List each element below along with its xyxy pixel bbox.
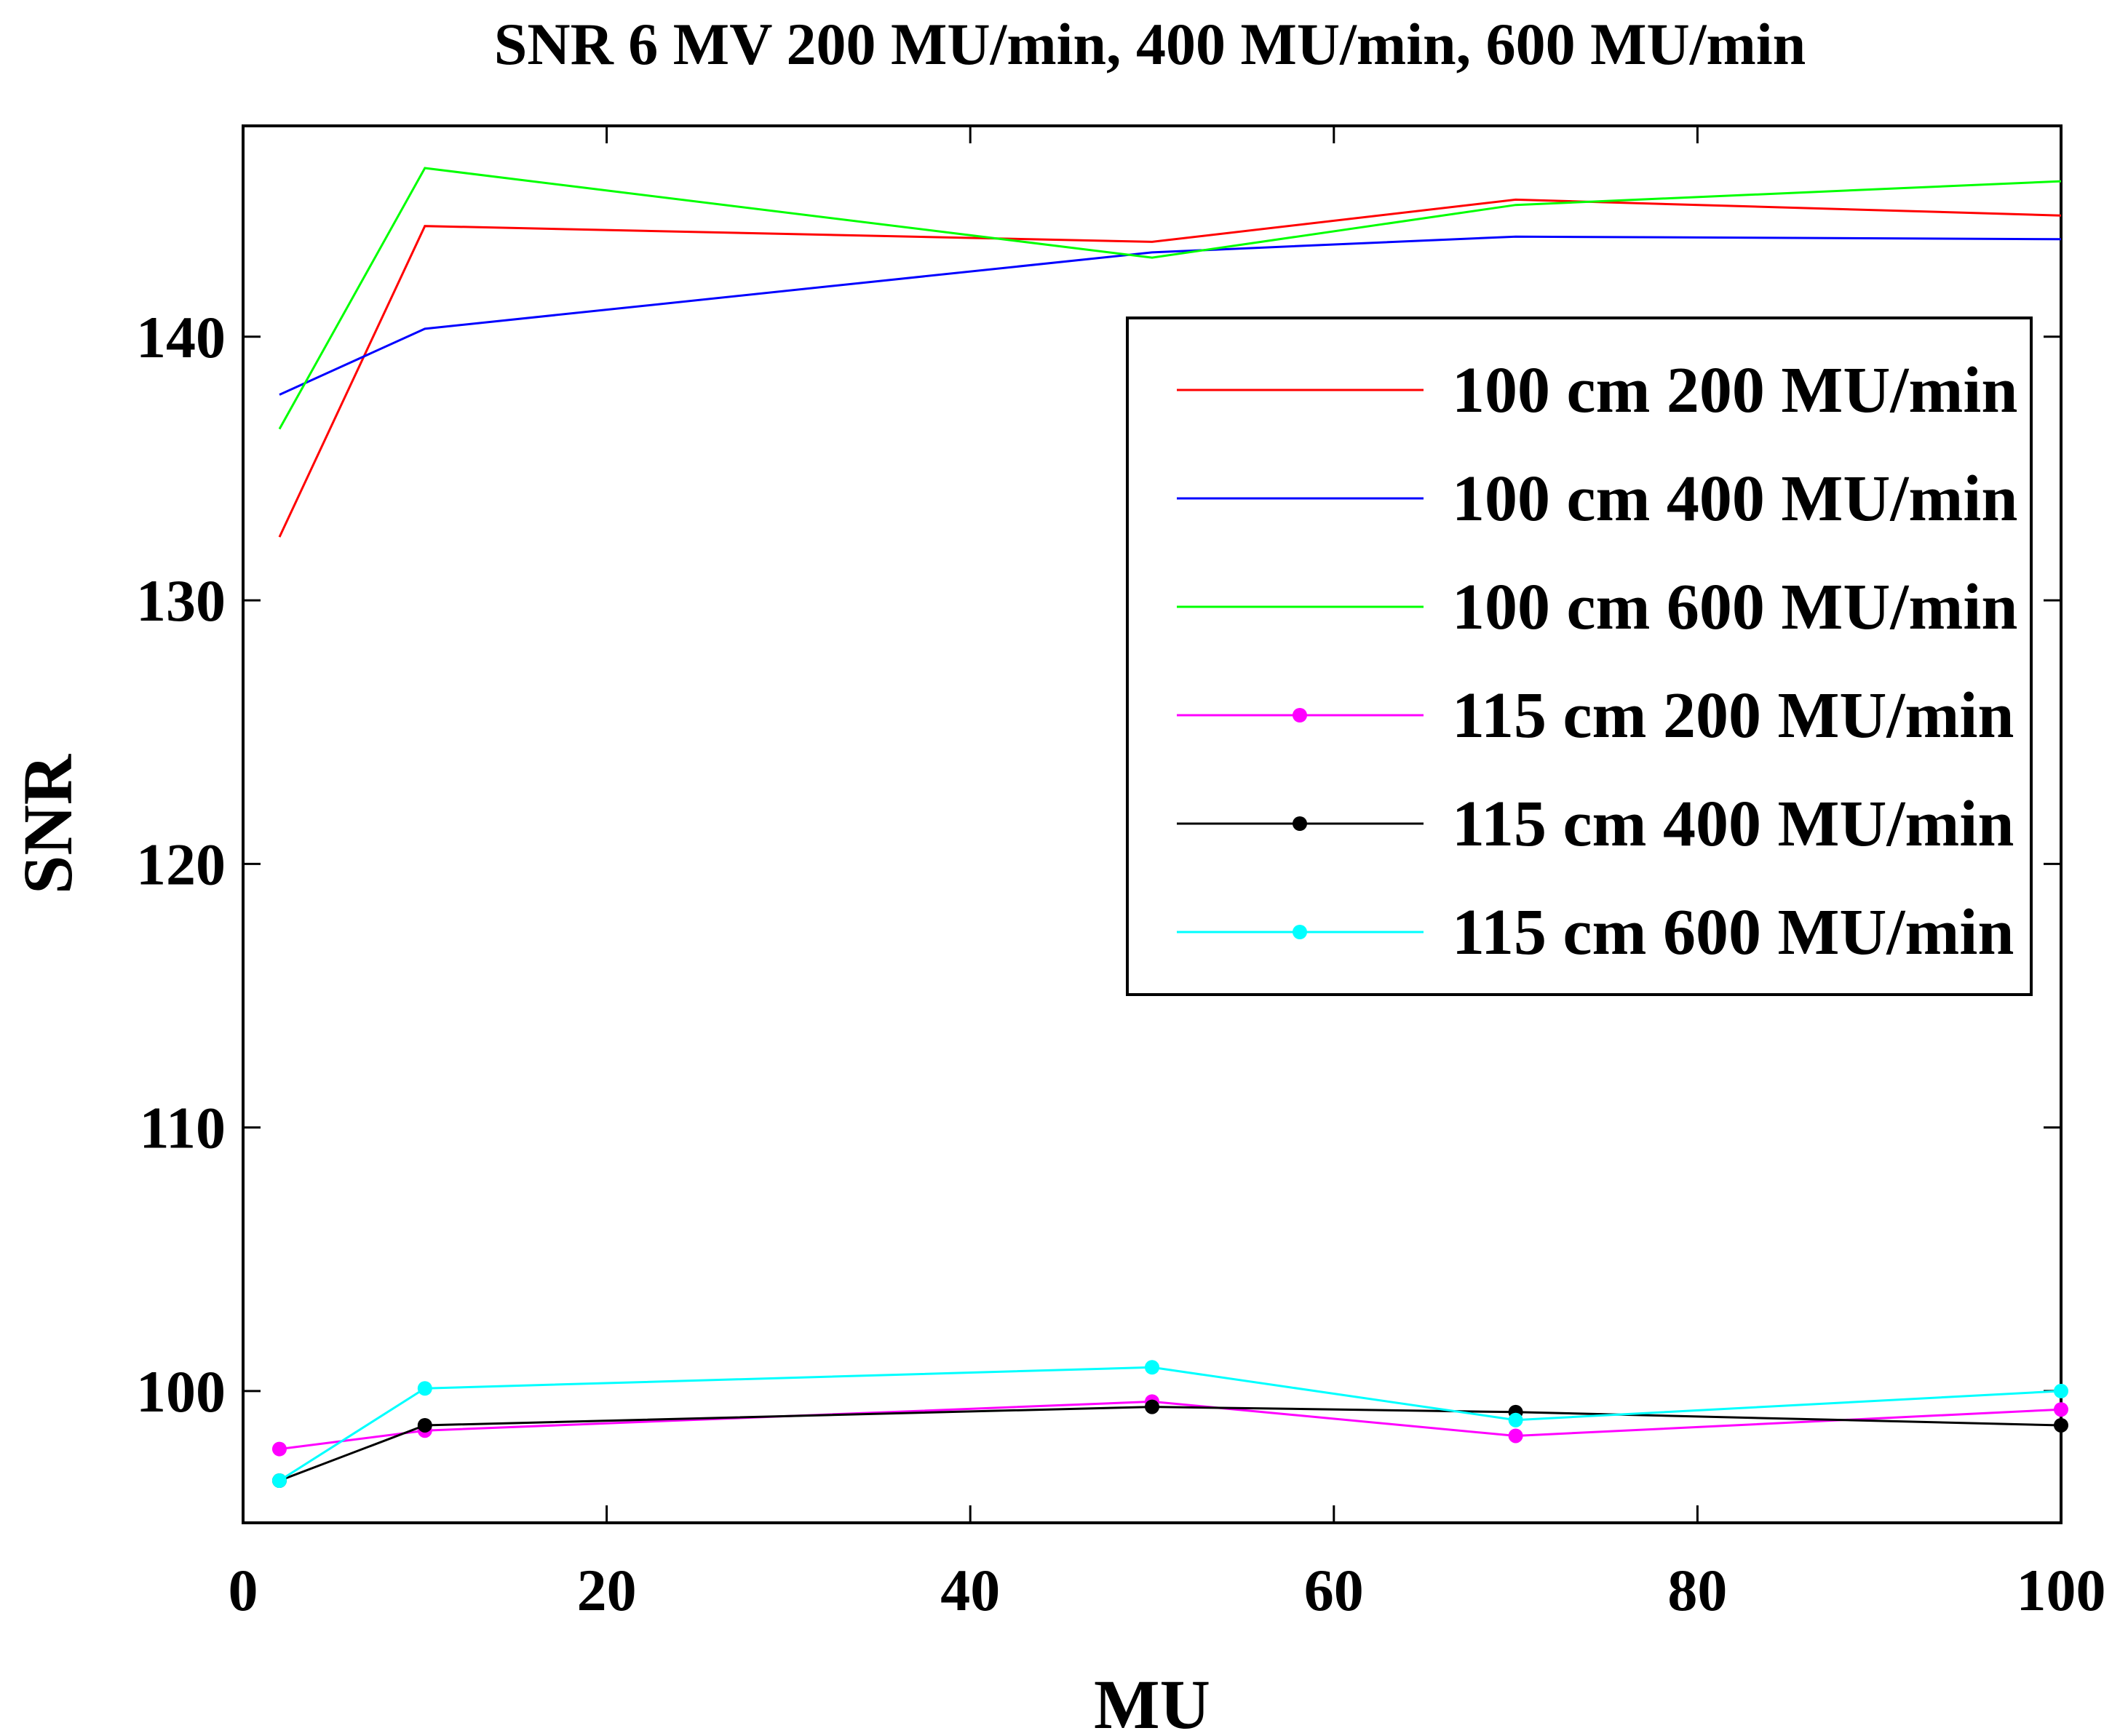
legend-label-115-cm-400-mu-min: 115 cm 400 MU/min: [1452, 788, 2014, 860]
legend-label-100-cm-600-mu-min: 100 cm 600 MU/min: [1452, 571, 2017, 643]
legend-marker-115-cm-400-mu-min: [1293, 816, 1307, 831]
data-point-115-cm-200-mu-min: [271, 1441, 287, 1457]
data-point-115-cm-600-mu-min: [1508, 1412, 1523, 1428]
y-axis-label: SNR: [9, 753, 87, 894]
chart-title: SNR 6 MV 200 MU/min, 400 MU/min, 600 MU/…: [494, 11, 1806, 77]
y-tick-label: 120: [136, 831, 226, 897]
plot-area: [242, 124, 2063, 1524]
data-point-115-cm-200-mu-min: [1508, 1428, 1523, 1444]
series-line-100-cm-600-mu-min: [278, 167, 2062, 430]
data-point-115-cm-600-mu-min: [1145, 1360, 1159, 1375]
x-tick-label: 0: [229, 1557, 258, 1623]
x-axis-label: MU: [1094, 1665, 1210, 1736]
data-point-115-cm-400-mu-min: [2054, 1417, 2068, 1433]
y-tick-label: 100: [136, 1358, 226, 1425]
legend-label-100-cm-400-mu-min: 100 cm 400 MU/min: [1452, 463, 2017, 535]
data-point-115-cm-600-mu-min: [417, 1381, 432, 1396]
data-point-115-cm-600-mu-min: [2054, 1383, 2068, 1398]
y-tick-label: 140: [136, 304, 226, 370]
axis-ticks: 0 20 40 60 80 100 100 110 120 130 140: [136, 126, 2106, 1623]
data-point-115-cm-400-mu-min: [417, 1417, 432, 1433]
series-line-100-cm-400-mu-min: [279, 235, 2062, 396]
legend-label-115-cm-200-mu-min: 115 cm 200 MU/min: [1452, 680, 2014, 752]
y-tick-label: 110: [140, 1095, 226, 1161]
data-point-115-cm-400-mu-min: [1145, 1399, 1159, 1414]
series-line-100-cm-200-mu-min: [278, 198, 2062, 538]
series-line-115-cm-600-mu-min: [279, 1366, 2062, 1482]
x-tick-label: 40: [940, 1557, 1000, 1623]
legend-marker-115-cm-600-mu-min: [1293, 925, 1307, 939]
x-tick-label: 80: [1667, 1557, 1727, 1623]
series-group: [271, 167, 2068, 1489]
x-tick-label: 60: [1304, 1557, 1364, 1623]
series-line-115-cm-400-mu-min: [279, 1406, 2062, 1482]
data-point-115-cm-600-mu-min: [271, 1473, 287, 1489]
series-line-115-cm-200-mu-min: [279, 1400, 2062, 1451]
x-tick-label: 20: [577, 1557, 637, 1623]
data-point-115-cm-200-mu-min: [2054, 1402, 2068, 1417]
legend: 100 cm 200 MU/min 100 cm 400 MU/min 100 cm…: [1126, 316, 2033, 996]
legend-label-100-cm-200-mu-min: 100 cm 200 MU/min: [1452, 354, 2017, 426]
legend-box: [1126, 316, 2033, 996]
x-tick-label: 100: [2017, 1557, 2106, 1623]
y-tick-label: 130: [136, 568, 226, 634]
legend-label-115-cm-600-mu-min: 115 cm 600 MU/min: [1452, 896, 2014, 968]
legend-marker-115-cm-200-mu-min: [1293, 708, 1307, 722]
